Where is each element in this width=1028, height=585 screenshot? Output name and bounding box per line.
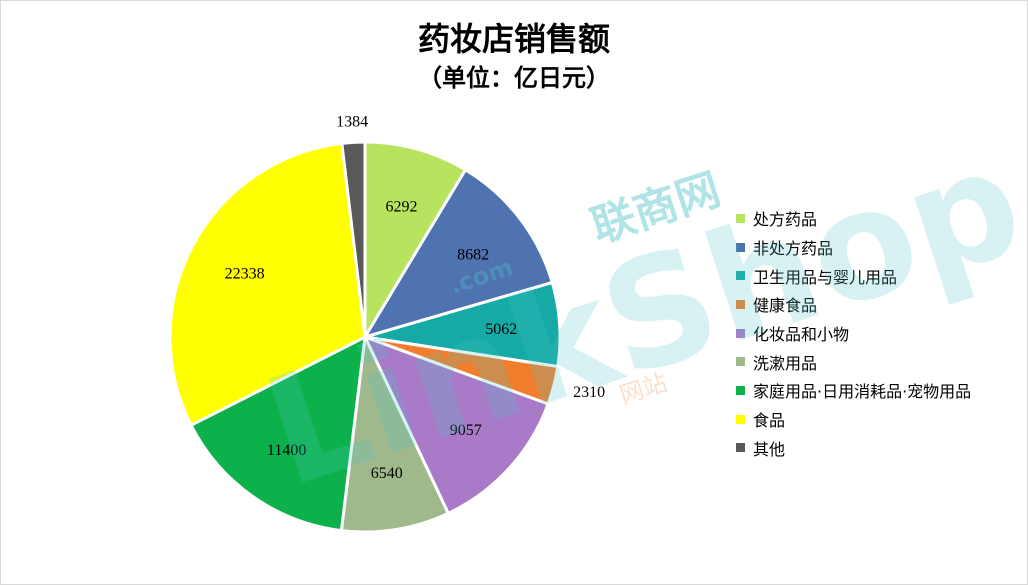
legend-label: 处方药品	[753, 210, 818, 230]
legend-label: 其他	[753, 439, 786, 459]
data-label: 22338	[225, 266, 265, 283]
legend-swatch	[736, 414, 745, 424]
legend-swatch	[736, 271, 745, 281]
data-label: 6292	[385, 198, 417, 215]
legend-swatch	[736, 213, 745, 223]
data-label: 1384	[336, 113, 368, 130]
data-label: 9057	[450, 422, 482, 439]
legend-label: 家庭用品·日用消耗品·宠物用品	[753, 382, 972, 402]
legend-label: 洗漱用品	[753, 353, 818, 373]
data-label: 11400	[267, 442, 306, 459]
legend-item: 洗漱用品	[736, 347, 971, 376]
legend-label: 化妆品和小物	[753, 325, 850, 345]
pie-slice-8	[168, 141, 367, 428]
chart-subtitle: （单位：亿日元）	[418, 64, 610, 92]
legend-label: 非处方药品	[753, 239, 834, 259]
legend-label: 健康食品	[753, 296, 818, 316]
legend-swatch	[736, 357, 745, 367]
data-label: 2310	[573, 384, 605, 401]
legend-swatch	[736, 299, 745, 309]
pie-slice-6	[339, 331, 451, 534]
legend-item: 非处方药品	[736, 233, 971, 262]
legend-swatch	[736, 443, 745, 453]
chart-title: 药妆店销售额	[417, 20, 610, 58]
pie-slice-9	[340, 140, 367, 338]
pie-slice-1	[363, 140, 468, 343]
legend-label: 卫生用品与婴儿用品	[753, 267, 898, 287]
data-label: 8682	[457, 247, 489, 264]
data-label: 5062	[485, 321, 517, 338]
legend-swatch	[736, 242, 745, 252]
legend-item: 健康食品	[736, 290, 971, 319]
legend-item: 处方药品	[736, 204, 971, 233]
legend-item: 食品	[736, 405, 971, 434]
legend: 处方药品非处方药品卫生用品与婴儿用品 健康食品化妆品和小物 洗漱用品家庭用品·日用消…	[736, 204, 971, 462]
legend-item: 卫生用品与婴儿用品	[736, 261, 971, 290]
legend-item: 化妆品和小物	[736, 319, 971, 348]
legend-swatch	[736, 328, 745, 338]
legend-item: 其他	[736, 434, 971, 463]
legend-swatch	[736, 385, 745, 395]
pie-slice-7	[189, 334, 367, 533]
data-label: 6540	[371, 465, 403, 482]
legend-item: 家庭用品·日用消耗品·宠物用品	[736, 376, 971, 405]
legend-label: 食品	[753, 411, 786, 431]
pie-slice-5	[362, 334, 551, 516]
